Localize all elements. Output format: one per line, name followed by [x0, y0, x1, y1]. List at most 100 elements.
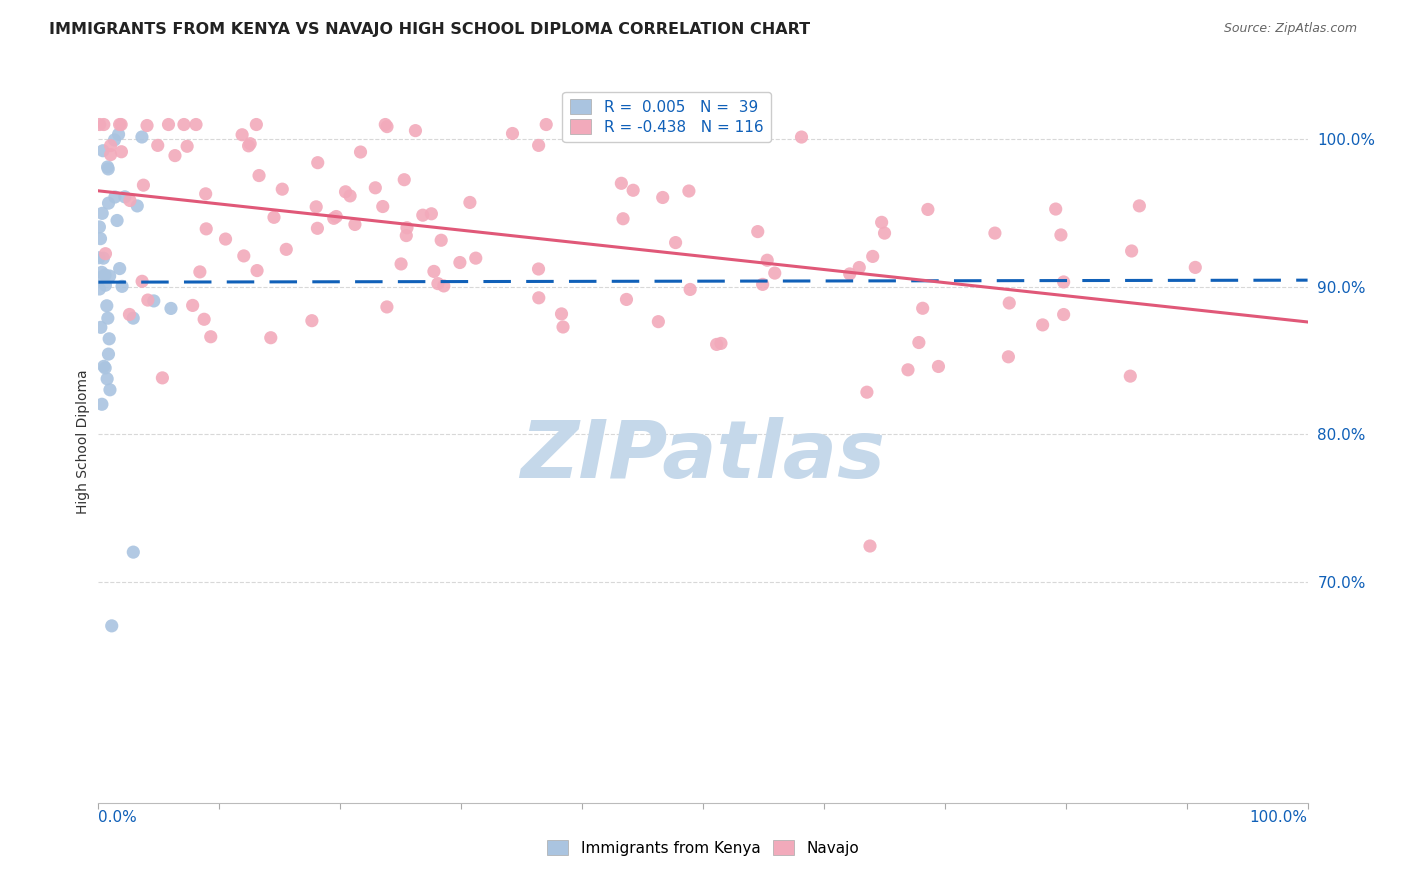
- Point: [97, 161, 120, 176]
- Point: [122, 545, 145, 559]
- Point: [188, 265, 211, 279]
- Point: [93, 251, 115, 265]
- Point: [87, 251, 110, 265]
- Point: [136, 119, 159, 133]
- Point: [108, 118, 131, 132]
- Point: [984, 226, 1007, 240]
- Point: [271, 182, 294, 196]
- Point: [374, 118, 396, 132]
- Point: [616, 293, 638, 307]
- Point: [246, 263, 269, 277]
- Text: IMMIGRANTS FROM KENYA VS NAVAJO HIGH SCHOOL DIPLOMA CORRELATION CHART: IMMIGRANTS FROM KENYA VS NAVAJO HIGH SCH…: [49, 22, 810, 37]
- Point: [433, 279, 456, 293]
- Point: [375, 300, 398, 314]
- Point: [89, 270, 111, 285]
- Point: [1050, 227, 1073, 242]
- Point: [122, 311, 145, 326]
- Point: [747, 225, 769, 239]
- Point: [301, 314, 323, 328]
- Point: [184, 118, 207, 132]
- Point: [551, 320, 574, 334]
- Point: [146, 138, 169, 153]
- Point: [94, 246, 117, 260]
- Point: [1184, 260, 1206, 275]
- Point: [1119, 369, 1142, 384]
- Point: [862, 249, 884, 263]
- Point: [873, 226, 896, 240]
- Point: [665, 235, 688, 250]
- Point: [710, 336, 733, 351]
- Point: [395, 228, 418, 243]
- Point: [420, 207, 443, 221]
- Point: [706, 337, 728, 351]
- Point: [93, 118, 115, 132]
- Point: [90, 320, 112, 334]
- Point: [678, 184, 700, 198]
- Point: [97, 347, 120, 361]
- Point: [91, 206, 114, 220]
- Point: [100, 147, 122, 161]
- Point: [131, 130, 153, 145]
- Point: [412, 208, 434, 222]
- Text: Source: ZipAtlas.com: Source: ZipAtlas.com: [1223, 22, 1357, 36]
- Point: [231, 128, 253, 142]
- Point: [94, 360, 117, 375]
- Point: [94, 268, 117, 282]
- Point: [103, 133, 125, 147]
- Point: [621, 183, 644, 197]
- Point: [911, 301, 934, 316]
- Point: [131, 274, 153, 288]
- Point: [897, 363, 920, 377]
- Point: [104, 190, 127, 204]
- Point: [1121, 244, 1143, 258]
- Point: [105, 213, 128, 227]
- Point: [91, 144, 114, 158]
- Point: [127, 199, 149, 213]
- Point: [349, 145, 371, 159]
- Point: [114, 190, 136, 204]
- Point: [610, 177, 633, 191]
- Point: [107, 128, 129, 142]
- Point: [94, 278, 117, 293]
- Point: [136, 293, 159, 307]
- Point: [647, 315, 669, 329]
- Legend: R =  0.005   N =  39, R = -0.438   N = 116: R = 0.005 N = 39, R = -0.438 N = 116: [562, 92, 770, 143]
- Point: [176, 139, 198, 153]
- Point: [89, 282, 111, 296]
- Point: [89, 118, 111, 132]
- Point: [110, 118, 132, 132]
- Point: [173, 118, 195, 132]
- Point: [426, 277, 449, 291]
- Point: [307, 221, 329, 235]
- Point: [998, 296, 1021, 310]
- Point: [458, 195, 481, 210]
- Point: [790, 130, 813, 145]
- Point: [343, 218, 366, 232]
- Point: [464, 251, 486, 265]
- Legend: Immigrants from Kenya, Navajo: Immigrants from Kenya, Navajo: [541, 834, 865, 862]
- Point: [90, 397, 112, 411]
- Point: [232, 249, 254, 263]
- Y-axis label: High School Diploma: High School Diploma: [76, 369, 90, 514]
- Point: [848, 260, 870, 275]
- Point: [430, 233, 453, 247]
- Point: [502, 127, 524, 141]
- Point: [118, 308, 141, 322]
- Point: [96, 299, 118, 313]
- Point: [870, 215, 893, 229]
- Point: [404, 123, 426, 137]
- Point: [322, 211, 344, 226]
- Point: [90, 265, 112, 279]
- Point: [1045, 202, 1067, 216]
- Point: [108, 261, 131, 276]
- Point: [193, 312, 215, 326]
- Point: [1032, 318, 1054, 332]
- Point: [751, 277, 773, 292]
- Point: [97, 196, 120, 211]
- Point: [97, 311, 120, 326]
- Point: [389, 257, 412, 271]
- Point: [247, 169, 270, 183]
- Point: [742, 118, 765, 132]
- Point: [118, 194, 141, 208]
- Point: [142, 293, 165, 308]
